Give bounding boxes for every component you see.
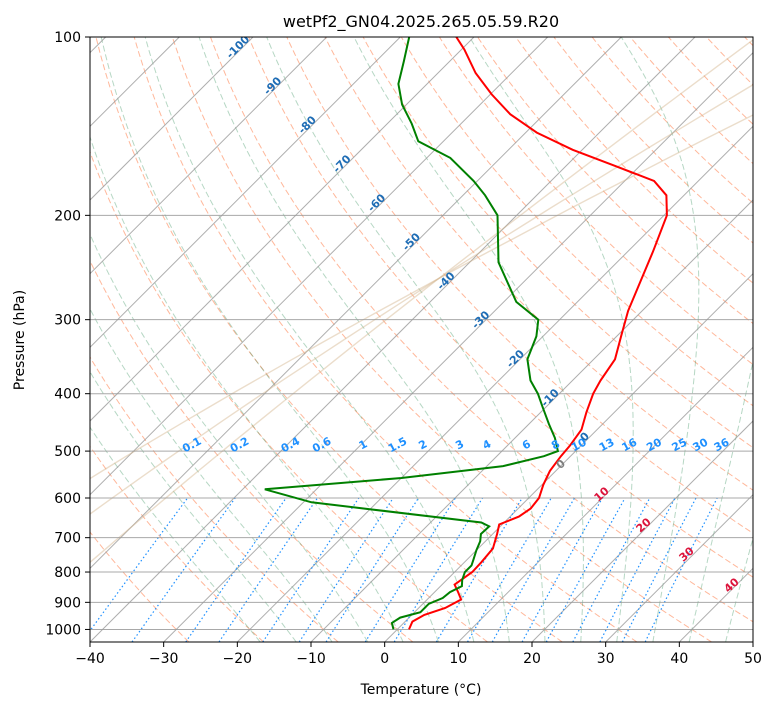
y-tick-label: 800 bbox=[54, 565, 81, 581]
x-tick-label: −20 bbox=[223, 651, 253, 667]
x-tick-label: 0 bbox=[380, 651, 389, 667]
y-tick-label: 1000 bbox=[45, 622, 81, 638]
x-tick-label: −30 bbox=[149, 651, 179, 667]
x-tick-label: 50 bbox=[744, 651, 762, 667]
y-tick-label: 400 bbox=[54, 387, 81, 403]
y-tick-label: 100 bbox=[54, 30, 81, 46]
x-tick-label: 20 bbox=[523, 651, 541, 667]
x-tick-label: −10 bbox=[296, 651, 326, 667]
y-tick-label: 500 bbox=[54, 444, 81, 460]
x-tick-label: 10 bbox=[449, 651, 467, 667]
x-tick-label: 30 bbox=[597, 651, 615, 667]
y-tick-label: 600 bbox=[54, 491, 81, 507]
chart-title: wetPf2_GN04.2025.265.05.59.R20 bbox=[283, 12, 559, 32]
y-tick-label: 700 bbox=[54, 531, 81, 547]
x-axis-label: Temperature (°C) bbox=[360, 682, 482, 698]
y-tick-label: 200 bbox=[54, 208, 81, 224]
x-tick-label: 40 bbox=[670, 651, 688, 667]
y-tick-label: 900 bbox=[54, 595, 81, 611]
y-tick-label: 300 bbox=[54, 313, 81, 329]
y-axis-label: Pressure (hPa) bbox=[12, 290, 28, 390]
x-tick-label: −40 bbox=[75, 651, 105, 667]
